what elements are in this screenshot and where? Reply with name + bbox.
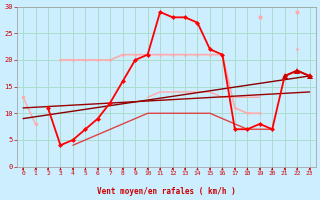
X-axis label: Vent moyen/en rafales ( km/h ): Vent moyen/en rafales ( km/h ) [97, 187, 236, 196]
